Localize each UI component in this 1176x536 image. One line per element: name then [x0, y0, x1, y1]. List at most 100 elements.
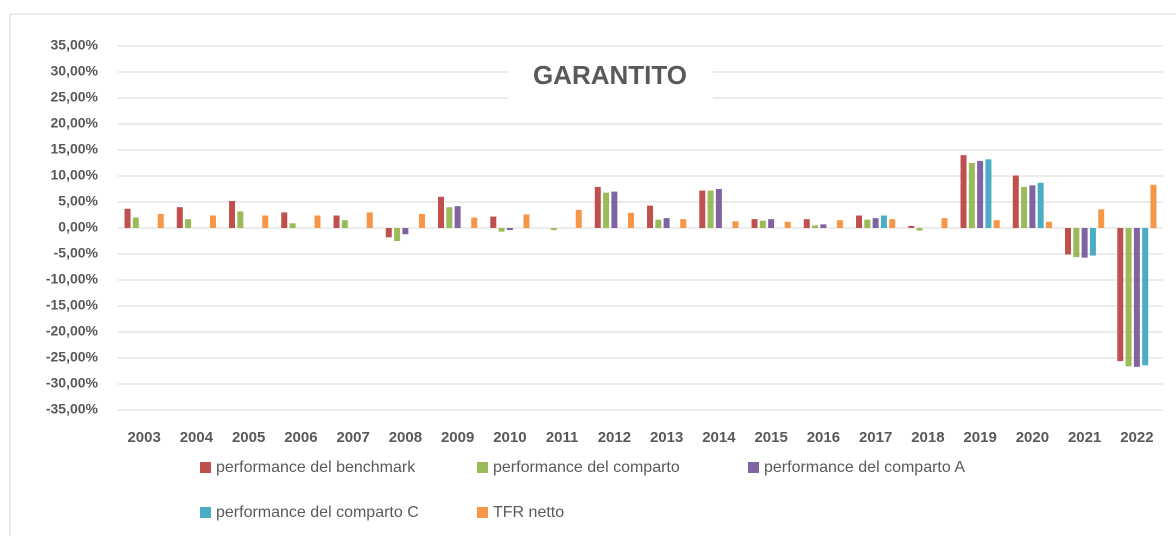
bar	[803, 219, 810, 228]
bar	[908, 225, 915, 228]
y-tick-label: -5,00%	[54, 245, 99, 261]
x-tick-label: 2010	[493, 429, 526, 446]
bar	[1133, 228, 1140, 367]
bar	[394, 228, 401, 241]
bar	[1065, 228, 1072, 255]
bar	[603, 192, 610, 228]
bar	[655, 219, 662, 228]
bar	[663, 218, 670, 228]
bar	[209, 215, 216, 228]
x-tick-label: 2004	[180, 429, 214, 446]
bar	[627, 212, 634, 228]
bar	[281, 212, 288, 228]
bar	[490, 216, 497, 228]
bar	[1081, 228, 1088, 258]
x-tick-label: 2006	[284, 429, 317, 446]
bar	[836, 220, 843, 228]
bar	[680, 219, 687, 228]
x-tick-label: 2018	[911, 429, 944, 446]
y-tick-label: 15,00%	[51, 141, 99, 157]
bar	[1073, 228, 1080, 258]
bar	[916, 228, 923, 231]
y-tick-label: -10,00%	[46, 271, 99, 287]
bar	[498, 228, 505, 232]
legend-label: performance del comparto A	[764, 459, 965, 476]
bar	[157, 213, 164, 228]
bar	[864, 219, 871, 228]
bar	[575, 209, 582, 228]
bar	[1021, 186, 1028, 228]
chart-title: GARANTITO	[533, 60, 687, 90]
bar	[506, 228, 513, 231]
bar	[993, 220, 1000, 228]
x-tick-label: 2020	[1016, 429, 1049, 446]
y-tick-label: -15,00%	[46, 297, 99, 313]
legend-label: TFR netto	[493, 504, 564, 521]
bar	[471, 217, 478, 228]
x-tick-label: 2015	[754, 429, 787, 446]
bar	[707, 190, 714, 228]
x-tick-label: 2009	[441, 429, 474, 446]
bar	[1150, 184, 1157, 228]
bar	[289, 223, 296, 228]
bar	[960, 155, 967, 228]
bar	[1012, 175, 1019, 228]
bar	[647, 205, 654, 228]
bar	[1142, 228, 1149, 366]
bar	[759, 220, 766, 228]
bar	[880, 215, 887, 228]
bar	[594, 186, 601, 228]
legend-label: performance del comparto	[493, 459, 680, 476]
bar	[1089, 228, 1096, 256]
y-tick-label: 5,00%	[58, 193, 98, 209]
bar	[237, 211, 244, 228]
x-tick-label: 2021	[1068, 429, 1101, 446]
bar	[751, 219, 758, 228]
x-tick-label: 2008	[389, 429, 422, 446]
x-tick-label: 2019	[963, 429, 996, 446]
x-tick-label: 2017	[859, 429, 892, 446]
bar	[889, 219, 896, 228]
title-background	[508, 52, 713, 100]
bar	[1045, 221, 1052, 228]
bar	[1029, 185, 1036, 228]
bar	[699, 190, 706, 228]
bar	[784, 221, 791, 228]
bar	[820, 224, 827, 228]
bar	[732, 221, 739, 228]
bar	[132, 217, 139, 228]
bar	[1037, 182, 1044, 228]
bar	[715, 189, 722, 228]
bar	[446, 207, 453, 228]
bar	[523, 214, 530, 228]
bar	[185, 219, 192, 228]
bar	[968, 163, 975, 228]
legend-swatch	[477, 462, 488, 473]
bar	[611, 191, 618, 228]
bar	[1117, 228, 1124, 362]
legend-label: performance del benchmark	[216, 459, 416, 476]
x-tick-label: 2005	[232, 429, 265, 446]
legend-swatch	[477, 507, 488, 518]
bar	[176, 207, 183, 228]
legend-label: performance del comparto C	[216, 504, 419, 521]
chart-frame	[9, 13, 1176, 536]
y-tick-label: 0,00%	[58, 219, 98, 235]
y-tick-label: 25,00%	[51, 89, 99, 105]
legend-swatch	[200, 462, 211, 473]
bar	[418, 213, 425, 228]
bar	[812, 225, 819, 228]
bar	[124, 208, 131, 228]
x-tick-label: 2013	[650, 429, 683, 446]
x-tick-label: 2022	[1120, 429, 1153, 446]
bar	[941, 218, 948, 228]
bar	[385, 228, 392, 238]
y-tick-label: -20,00%	[46, 323, 99, 339]
y-tick-label: 10,00%	[51, 167, 99, 183]
bar	[550, 228, 557, 231]
bar	[454, 206, 461, 228]
bar	[768, 219, 775, 228]
y-tick-label: 35,00%	[51, 37, 99, 53]
bar	[333, 215, 340, 228]
